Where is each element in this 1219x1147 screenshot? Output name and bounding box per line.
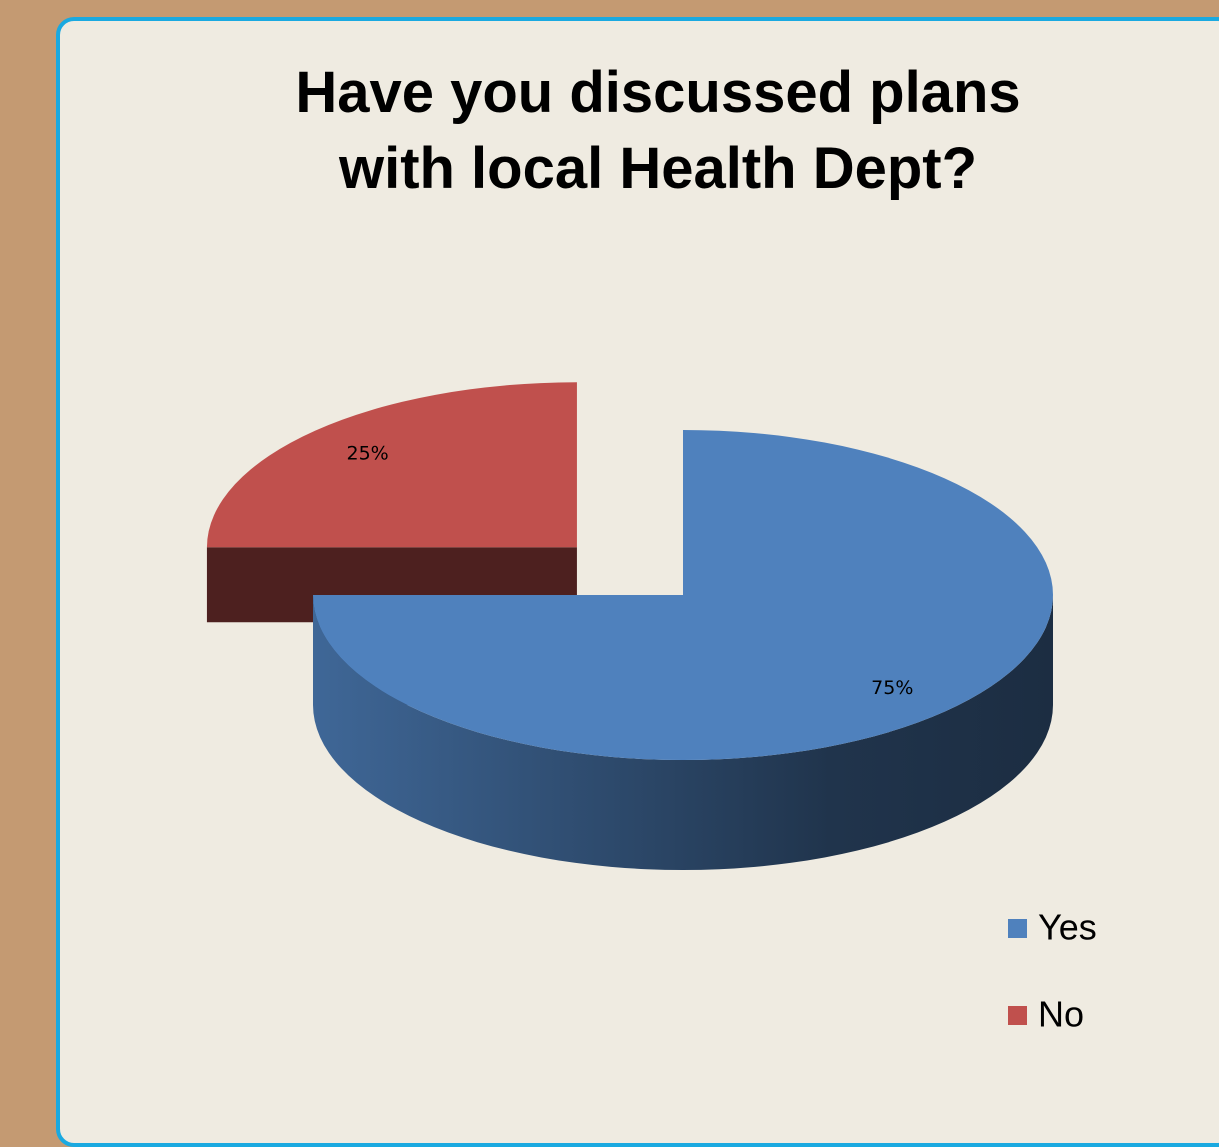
pie-slice: 75%: [313, 430, 1053, 870]
slice-top: [206, 382, 577, 548]
data-label: 75%: [871, 677, 913, 699]
legend-label: No: [1038, 994, 1084, 1035]
legend-label: Yes: [1038, 907, 1097, 948]
chart-title: Have you discussed plans with local Heal…: [295, 60, 1021, 201]
slice-top: [313, 430, 1053, 760]
legend-swatch: [1008, 919, 1027, 938]
slice-outer-wall: [313, 595, 1053, 870]
data-label: 25%: [347, 442, 389, 464]
pie-slice: 25%: [206, 382, 577, 623]
legend-swatch: [1008, 1006, 1027, 1025]
